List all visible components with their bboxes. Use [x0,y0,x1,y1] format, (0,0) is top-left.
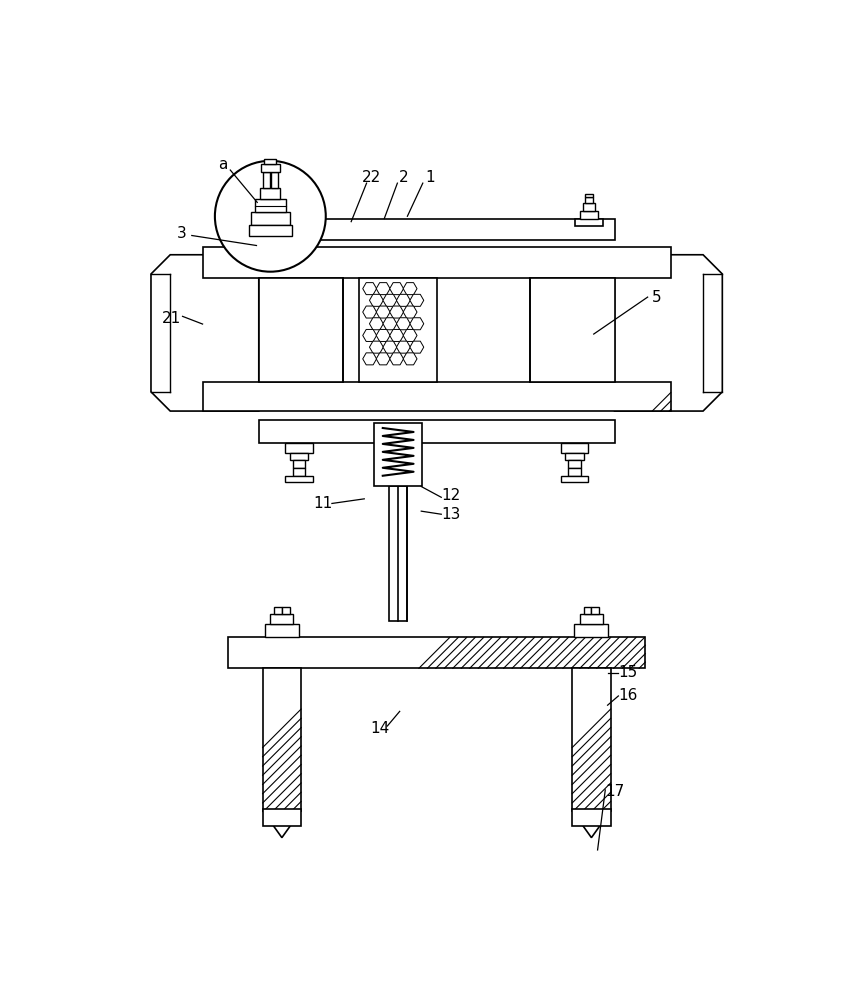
Text: 3: 3 [177,226,187,241]
Bar [580,614,603,624]
Text: 16: 16 [619,688,638,703]
Bar [292,468,305,476]
Text: 15: 15 [619,665,638,680]
Bar [585,197,593,203]
Bar [262,668,301,811]
Text: 14: 14 [370,721,389,736]
Bar [568,460,581,468]
Text: 21: 21 [162,311,181,326]
Text: 17: 17 [606,784,625,799]
Polygon shape [614,255,722,411]
Bar [574,624,608,637]
Bar [275,211,293,219]
Text: 13: 13 [441,507,461,522]
Bar [203,247,671,278]
Polygon shape [573,811,611,838]
Bar [261,188,280,199]
Bar [265,624,299,637]
Bar [259,219,614,240]
Text: a: a [218,157,227,172]
Bar [285,476,313,482]
Bar [251,212,290,225]
Polygon shape [262,811,301,838]
Bar [270,219,298,226]
Text: 1: 1 [426,170,435,185]
Bar [583,203,596,211]
Bar [374,423,422,486]
Bar [262,172,269,188]
Bar [568,468,581,476]
Bar [274,607,282,614]
Text: 11: 11 [313,496,332,511]
Bar [573,809,611,826]
Bar [580,211,598,219]
Bar [530,278,614,382]
Bar [389,486,407,620]
Bar [565,453,584,460]
Bar [591,607,599,614]
Polygon shape [151,255,259,411]
Bar [228,637,645,668]
Text: 2: 2 [399,170,408,185]
Bar [259,420,614,443]
Bar [249,225,292,236]
Bar [264,158,277,164]
Bar [584,607,591,614]
Bar [271,172,278,188]
Bar [270,614,293,624]
Bar [285,443,313,453]
Bar [255,199,285,212]
Bar [203,382,671,411]
Bar [292,460,305,468]
Circle shape [215,161,325,272]
Text: 22: 22 [362,170,382,185]
Text: 12: 12 [441,488,461,503]
Bar [280,194,288,197]
Bar [280,197,288,203]
Bar [561,476,589,482]
Text: 5: 5 [652,290,662,305]
Bar [561,443,589,453]
Bar [278,203,291,211]
Bar [573,668,611,811]
Bar [359,278,437,382]
Bar [290,453,308,460]
Bar [585,194,593,197]
Bar [261,164,279,172]
Bar [262,809,301,826]
Bar [259,278,343,382]
Bar [575,219,603,226]
Bar [282,607,290,614]
